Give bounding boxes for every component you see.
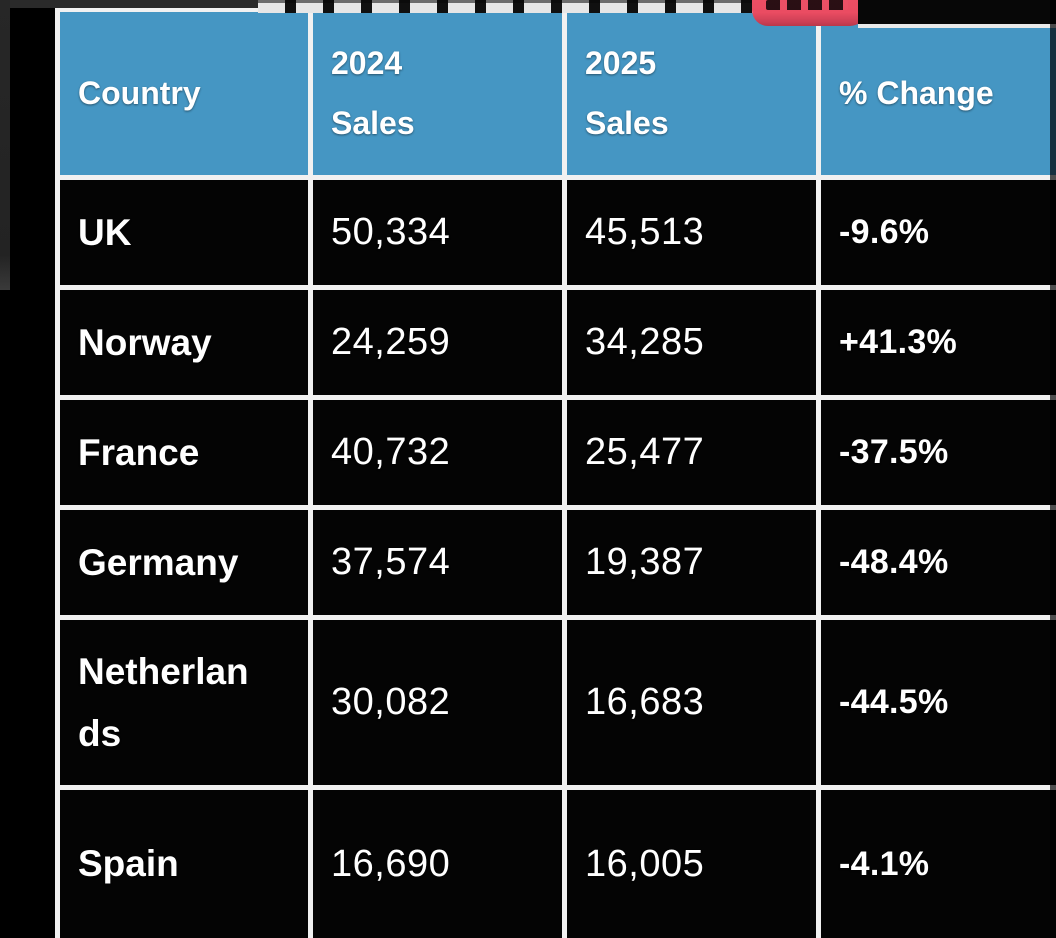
country-label: France bbox=[78, 431, 200, 473]
sales-2024-value: 37,574 bbox=[331, 541, 451, 583]
pct-change-cell: -48.4% bbox=[821, 510, 1056, 615]
country-label: Netherlands bbox=[78, 651, 249, 754]
sales-2025-cell: 34,285 bbox=[567, 290, 816, 395]
country-label: Spain bbox=[78, 843, 179, 885]
country-cell: Spain bbox=[60, 790, 308, 938]
sales-2025-value: 16,683 bbox=[585, 681, 705, 723]
col-header-pct-change: % Change bbox=[821, 12, 1056, 175]
pct-change-value: -9.6% bbox=[839, 213, 930, 251]
sales-2024-value: 40,732 bbox=[331, 431, 451, 473]
country-label: Germany bbox=[78, 541, 239, 583]
sales-2025-value: 45,513 bbox=[585, 211, 705, 253]
pct-change-cell: -37.5% bbox=[821, 400, 1056, 505]
sales-2024-cell: 50,334 bbox=[313, 180, 562, 285]
sales-2025-cell: 45,513 bbox=[567, 180, 816, 285]
pct-change-cell: -9.6% bbox=[821, 180, 1056, 285]
sales-2024-cell: 40,732 bbox=[313, 400, 562, 505]
col-header-country: Country bbox=[60, 12, 308, 175]
sales-table: Country 2024 Sales 2025 Sales % Change U… bbox=[55, 8, 1056, 938]
sales-2025-value: 16,005 bbox=[585, 842, 705, 885]
country-cell: UK bbox=[60, 180, 308, 285]
country-label: UK bbox=[78, 211, 132, 253]
col-header-country-label: Country bbox=[78, 74, 201, 111]
sales-2024-value: 30,082 bbox=[331, 681, 451, 723]
sales-2025-cell: 16,005 bbox=[567, 790, 816, 938]
pct-change-value: -4.1% bbox=[839, 844, 930, 883]
sales-2024-value: 16,690 bbox=[331, 842, 451, 885]
col-header-pct-change-label: % Change bbox=[839, 74, 994, 111]
cropped-headline-glyphs bbox=[258, 0, 755, 13]
sales-2025-value: 25,477 bbox=[585, 431, 705, 473]
sales-2024-cell: 30,082 bbox=[313, 620, 562, 785]
sales-2025-value: 19,387 bbox=[585, 541, 705, 583]
side-letterbox-strip bbox=[0, 0, 10, 290]
country-cell: Norway bbox=[60, 290, 308, 395]
sales-2024-value: 50,334 bbox=[331, 211, 451, 253]
country-cell: Germany bbox=[60, 510, 308, 615]
pct-change-value: -44.5% bbox=[839, 683, 949, 721]
pct-change-value: -48.4% bbox=[839, 543, 949, 581]
country-cell: Netherlands bbox=[60, 620, 308, 785]
pct-change-cell: -4.1% bbox=[821, 790, 1056, 938]
pct-change-cell: +41.3% bbox=[821, 290, 1056, 395]
sales-2025-cell: 25,477 bbox=[567, 400, 816, 505]
sales-2025-value: 34,285 bbox=[585, 321, 705, 363]
col-header-2025-sales-label: 2025 Sales bbox=[585, 45, 669, 141]
pct-change-value: +41.3% bbox=[839, 323, 958, 361]
sales-2025-cell: 16,683 bbox=[567, 620, 816, 785]
sales-2024-cell: 37,574 bbox=[313, 510, 562, 615]
country-cell: France bbox=[60, 400, 308, 505]
col-header-2024-sales-label: 2024 Sales bbox=[331, 45, 415, 141]
right-edge-vignette bbox=[1050, 0, 1056, 900]
col-header-2024-sales: 2024 Sales bbox=[313, 12, 562, 175]
sales-2024-cell: 16,690 bbox=[313, 790, 562, 938]
country-label: Norway bbox=[78, 321, 212, 363]
col-header-2025-sales: 2025 Sales bbox=[567, 12, 816, 175]
pct-change-value: -37.5% bbox=[839, 433, 949, 471]
sales-2025-cell: 19,387 bbox=[567, 510, 816, 615]
cropped-headline-right-glyph bbox=[858, 0, 1056, 28]
sales-2024-value: 24,259 bbox=[331, 321, 451, 363]
sales-2024-cell: 24,259 bbox=[313, 290, 562, 395]
pct-change-cell: -44.5% bbox=[821, 620, 1056, 785]
headline-red-highlight-glyphs bbox=[766, 0, 848, 10]
